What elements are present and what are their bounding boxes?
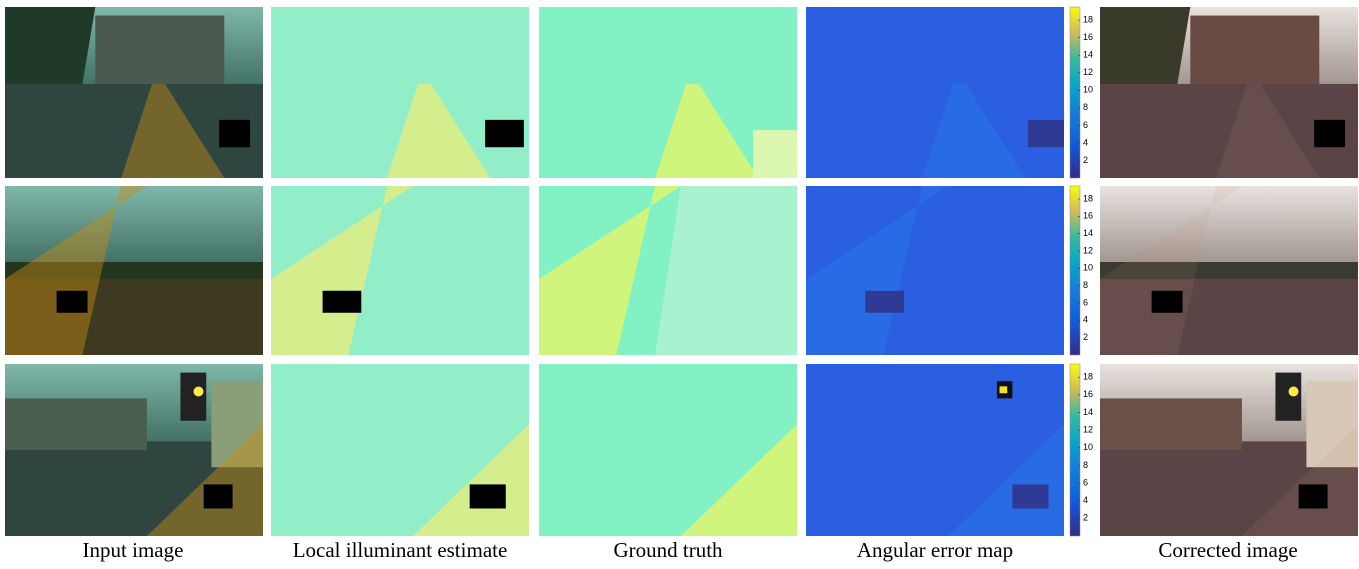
image-panel: [271, 186, 529, 355]
image-panel: [539, 186, 797, 355]
colorbar-tick-label: 12: [1083, 425, 1093, 435]
colorbar-tick-label: 8: [1083, 102, 1088, 112]
colorbar-tick-label: 8: [1083, 460, 1088, 470]
region: [753, 130, 797, 178]
region: [1100, 262, 1358, 279]
caption: Angular error map: [857, 538, 1013, 562]
image-panel: [539, 7, 797, 178]
region: [180, 372, 207, 421]
colorbar-tick-label: 18: [1083, 193, 1093, 203]
region: [5, 186, 147, 355]
colorbar-tick-label: 14: [1083, 407, 1093, 417]
region: [203, 484, 233, 509]
region: [865, 290, 905, 313]
region: [1100, 186, 1242, 355]
colorbar-tick-label: 16: [1083, 389, 1093, 399]
region: [655, 83, 759, 178]
colorbar-tick-label: 10: [1083, 263, 1093, 273]
colorbar-tick-label: 4: [1083, 315, 1088, 325]
image-panel: [539, 364, 797, 536]
region: [1216, 83, 1320, 178]
colorbar-tick-label: 4: [1083, 137, 1088, 147]
caption: Local illuminant estimate: [293, 538, 508, 562]
colorbar: [1069, 363, 1081, 537]
colorbar-tick-label: 14: [1083, 50, 1093, 60]
region: [485, 119, 524, 148]
colorbar-tick-label: 12: [1083, 245, 1093, 255]
caption: Corrected image: [1158, 538, 1297, 562]
colorbar-tick-label: 10: [1083, 85, 1093, 95]
colorbar-tick-label: 4: [1083, 495, 1088, 505]
colorbar: [1069, 185, 1081, 356]
region: [95, 15, 225, 84]
region: [1100, 186, 1358, 271]
region: [219, 119, 251, 148]
image-panel: [5, 364, 263, 536]
colorbar-tick-label: 2: [1083, 155, 1088, 165]
region: [806, 186, 948, 355]
image-panel: [1100, 7, 1358, 178]
region: [922, 83, 1026, 178]
colorbar-tick-label: 14: [1083, 228, 1093, 238]
image-panel: [806, 186, 1064, 355]
region: [211, 381, 263, 468]
colorbar-tick-label: 12: [1083, 67, 1093, 77]
region: [1012, 484, 1049, 509]
region: [5, 262, 263, 279]
region: [999, 386, 1008, 394]
region: [322, 290, 362, 313]
region: [1100, 398, 1242, 450]
colorbar-tick-label: 16: [1083, 211, 1093, 221]
region: [5, 398, 147, 450]
region: [1306, 381, 1358, 468]
region: [469, 484, 506, 509]
region: [1151, 290, 1183, 313]
region: [146, 424, 263, 536]
region: [1314, 119, 1346, 148]
image-panel: [5, 186, 263, 355]
image-panel: [1100, 186, 1358, 355]
colorbar-tick-label: 18: [1083, 15, 1093, 25]
image-panel: [271, 364, 529, 536]
region: [121, 83, 225, 178]
region: [5, 7, 96, 84]
region: [271, 186, 413, 355]
region: [680, 424, 797, 536]
colorbar-tick-label: 2: [1083, 332, 1088, 342]
image-panel: [271, 7, 529, 178]
region: [387, 83, 491, 178]
colorbar-tick-label: 6: [1083, 120, 1088, 130]
region: [56, 290, 88, 313]
region: [655, 186, 797, 355]
region: [1275, 372, 1302, 421]
colorbar-tick-label: 16: [1083, 32, 1093, 42]
image-panel: [806, 7, 1064, 178]
region: [1298, 484, 1328, 509]
colorbar-tick-label: 18: [1083, 372, 1093, 382]
colorbar-tick-label: 6: [1083, 477, 1088, 487]
region: [1100, 7, 1191, 84]
colorbar-tick-label: 8: [1083, 280, 1088, 290]
image-panel: [5, 7, 263, 178]
image-panel: [806, 364, 1064, 536]
colorbar-tick-label: 10: [1083, 442, 1093, 452]
light: [193, 386, 204, 397]
colorbar-tick-label: 2: [1083, 513, 1088, 523]
region: [1241, 424, 1358, 536]
colorbar: [1069, 6, 1081, 179]
region: [1190, 15, 1320, 84]
image-panel: [1100, 364, 1358, 536]
caption: Input image: [83, 538, 184, 562]
colorbar-tick-label: 6: [1083, 297, 1088, 307]
region: [539, 186, 681, 355]
region: [1027, 119, 1064, 148]
light: [1288, 386, 1299, 397]
region: [5, 186, 263, 271]
caption: Ground truth: [613, 538, 723, 562]
